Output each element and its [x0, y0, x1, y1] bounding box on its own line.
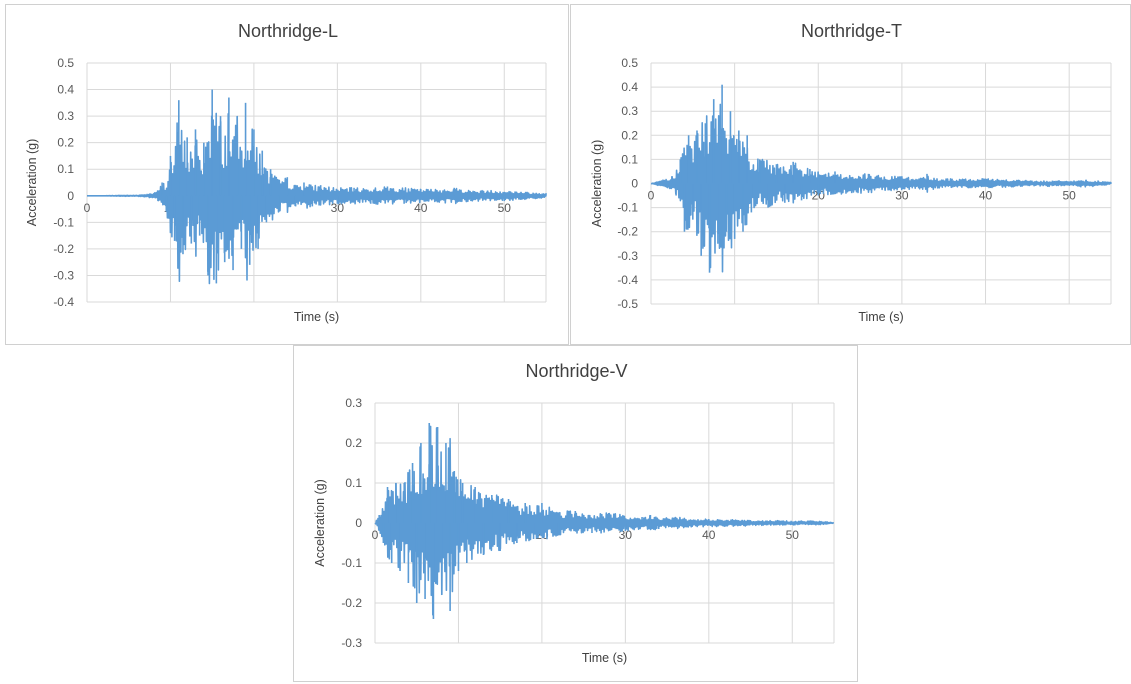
y-tick-label: 0.1 [621, 152, 638, 166]
x-tick-label: 50 [498, 201, 512, 215]
chart-title: Northridge-L [238, 21, 338, 41]
y-tick-label: 0.5 [621, 56, 638, 70]
x-tick-label: 0 [372, 528, 379, 542]
x-tick-label: 50 [786, 528, 800, 542]
chart-panel-northridge-t: Northridge-T 0.5 0.4 0.3 0.2 0.1 0 -0.1 -0.2 -0.3… [570, 4, 1131, 345]
x-axis-label: Time (s) [294, 310, 339, 324]
y-tick-label: -0.2 [617, 225, 638, 239]
x-tick-label: 30 [895, 189, 909, 203]
y-tick-label: 0.2 [345, 436, 362, 450]
x-tick-label: 0 [648, 189, 655, 203]
chart-title: Northridge-T [801, 21, 902, 41]
y-tick-label: -0.4 [53, 295, 74, 309]
y-tick-label: -0.1 [53, 215, 74, 229]
x-tick-label: 40 [979, 189, 993, 203]
y-tick-label: 0.3 [345, 396, 362, 410]
chart-panel-northridge-v: Northridge-V 0.3 0.2 0.1 0 -0.1 -0.2 -0.3 0 10 20 3… [293, 345, 858, 682]
y-tick-label: -0.1 [341, 556, 362, 570]
y-tick-label: 0.5 [57, 56, 74, 70]
chart-svg-northridge-l: Northridge-L 0.5 0.4 0.3 0.2 0.1 0 -0.1 -0.2 -0.3… [25, 21, 547, 324]
x-tick-label: 30 [331, 201, 345, 215]
chart-svg-northridge-v: Northridge-V0.30.20.10-0.1-0.2-0.30 10 20 3… [313, 361, 835, 665]
y-tick-label: 0 [631, 177, 638, 191]
y-tick-label: -0.3 [341, 636, 362, 650]
y-tick-label: -0.2 [341, 596, 362, 610]
x-tick-label: 40 [414, 201, 428, 215]
y-tick-label: -0.2 [53, 242, 74, 256]
y-tick-label: 0.4 [621, 80, 638, 94]
y-tick-label: -0.3 [53, 268, 74, 282]
y-tick-label: 0.2 [57, 136, 74, 150]
y-tick-label: -0.3 [617, 249, 638, 263]
acceleration-trace [650, 103, 1112, 273]
chart-panel-northridge-l: Northridge-L 0.5 0.4 0.3 0.2 0.1 0 -0.1 -0.2 -0.3… [5, 4, 569, 345]
acceleration-trace [374, 425, 835, 616]
y-axis-label: Acceleration (g) [25, 139, 39, 227]
y-tick-label: 0.3 [57, 109, 74, 123]
y-tick-label: -0.4 [617, 273, 638, 287]
y-tick-label: 0.4 [57, 83, 74, 97]
y-tick-label: 0.2 [621, 128, 638, 142]
y-tick-label: 0.3 [621, 104, 638, 118]
x-axis-label: Time (s) [858, 310, 903, 324]
y-axis-label: Acceleration (g) [590, 140, 604, 228]
x-tick-label: 50 [1063, 189, 1077, 203]
y-tick-label: 0 [355, 516, 362, 530]
y-tick-label: 0 [67, 189, 74, 203]
x-tick-label: 0 [84, 201, 91, 215]
chart-svg-northridge-t: Northridge-T 0.5 0.4 0.3 0.2 0.1 0 -0.1 -0.2 -0.3… [590, 21, 1112, 324]
x-tick-label: 40 [702, 528, 716, 542]
y-tick-label: -0.1 [617, 201, 638, 215]
y-tick-label: -0.5 [617, 297, 638, 311]
acceleration-trace [87, 112, 547, 285]
y-axis-label: Acceleration (g) [313, 479, 327, 567]
y-tick-label: 0.1 [345, 476, 362, 490]
x-axis-label: Time (s) [582, 651, 627, 665]
chart-title: Northridge-V [525, 361, 627, 381]
y-tick-label: 0.1 [57, 162, 74, 176]
